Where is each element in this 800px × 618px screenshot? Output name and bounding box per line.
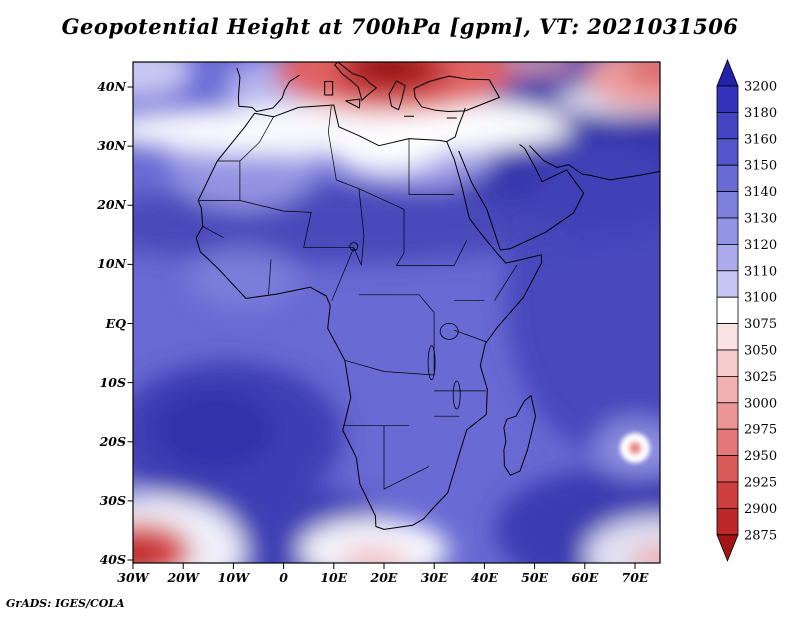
colorbar-segment	[717, 482, 738, 508]
figure: Geopotential Height at 700hPa [gpm], VT:…	[0, 0, 800, 618]
x-axis-label: 70E	[613, 570, 657, 585]
y-axis-label: EQ	[84, 316, 126, 331]
colorbar-arrow-top	[717, 60, 738, 86]
colorbar-label: 3075	[744, 317, 777, 332]
colorbar-label: 3025	[744, 370, 777, 385]
colorbar-arrow-bottom	[717, 535, 738, 561]
colorbar-label: 2900	[744, 502, 777, 517]
colorbar-segment	[717, 403, 738, 429]
colorbar-segment	[717, 297, 738, 323]
y-axis-label: 20N	[84, 197, 126, 212]
x-axis-label: 60E	[563, 570, 607, 585]
colorbar-label: 2975	[744, 423, 777, 438]
y-axis-label: 10N	[84, 256, 126, 271]
x-axis-label: 0	[262, 570, 306, 585]
x-axis-label: 10W	[211, 570, 255, 585]
colorbar-label: 3130	[744, 212, 777, 227]
colorbar-label: 3200	[744, 80, 777, 95]
x-axis-label: 10E	[312, 570, 356, 585]
colorbar-segment	[717, 244, 738, 270]
colorbar-segment	[717, 139, 738, 165]
colorbar-segment	[717, 218, 738, 244]
colorbar-segment	[717, 112, 738, 138]
x-axis-label: 40E	[462, 570, 506, 585]
y-axis-label: 40N	[84, 79, 126, 94]
colorbar-segment	[717, 192, 738, 218]
grads-attribution: GrADS: IGES/COLA	[6, 597, 125, 610]
colorbar-segment	[717, 324, 738, 350]
contour-field	[55, 29, 725, 605]
colorbar-label: 2875	[744, 528, 777, 543]
colorbar-label: 3120	[744, 238, 777, 253]
y-axis-label: 20S	[84, 434, 126, 449]
colorbar-label: 3150	[744, 159, 777, 174]
x-axis-label: 30E	[412, 570, 456, 585]
colorbar-label: 3110	[744, 264, 777, 279]
colorbar-segment	[717, 376, 738, 402]
colorbar-segment	[717, 508, 738, 534]
colorbar-segment	[717, 86, 738, 112]
colorbar-label: 2925	[744, 476, 777, 491]
y-axis-label: 10S	[84, 375, 126, 390]
colorbar-segment	[717, 271, 738, 297]
colorbar-label: 3000	[744, 396, 777, 411]
colorbar-label: 2950	[744, 449, 777, 464]
y-axis-label: 30S	[84, 493, 126, 508]
colorbar-segment	[717, 429, 738, 455]
colorbar-segment	[717, 456, 738, 482]
colorbar-label: 3100	[744, 291, 777, 306]
x-axis-label: 50E	[513, 570, 557, 585]
colorbar: 3200 3180 3160 3150 3140 3130 3120 3110 3100 3075…	[717, 60, 777, 561]
cyclone-spot	[620, 433, 650, 463]
x-axis-label: 20W	[161, 570, 205, 585]
colorbar-label: 3140	[744, 185, 777, 200]
colorbar-label: 3050	[744, 344, 777, 359]
colorbar-label: 3160	[744, 132, 777, 147]
x-axis-label: 30W	[111, 570, 155, 585]
y-axis-label: 40S	[84, 552, 126, 567]
x-axis-label: 20E	[362, 570, 406, 585]
colorbar-segment	[717, 350, 738, 376]
colorbar-label: 3180	[744, 106, 777, 121]
y-axis-label: 30N	[84, 138, 126, 153]
colorbar-segment	[717, 165, 738, 191]
